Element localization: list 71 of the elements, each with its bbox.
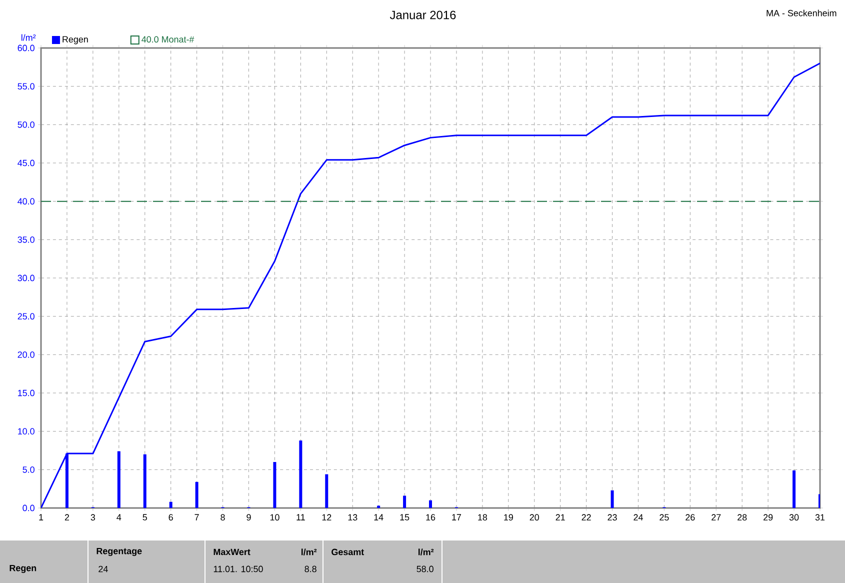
bar [143, 454, 146, 508]
bar [403, 496, 406, 508]
x-tick-label: 24 [634, 514, 643, 520]
text: 58.0 [416, 566, 434, 572]
bar [273, 462, 276, 508]
bar [195, 482, 198, 508]
bar [325, 474, 328, 508]
bar [117, 451, 120, 508]
y-tick-label: 25.0 [18, 313, 34, 320]
x-tick-label: 13 [348, 514, 358, 521]
x-tick-label: 5 [142, 514, 147, 520]
chart-title: Januar 2016 [390, 10, 456, 20]
x-tick-label: 16 [426, 514, 436, 521]
x-tick-label: 9 [246, 514, 251, 521]
x-tick-label: 2 [64, 514, 70, 520]
text: 24 [98, 566, 108, 572]
x-tick-label: 28 [738, 514, 747, 521]
text: MaxWert [214, 548, 250, 556]
y-tick-label: 30.0 [18, 274, 34, 282]
y-tick-label: 40.0 [18, 198, 34, 204]
legend-label: Regen [62, 36, 88, 44]
x-tick-label: 20 [530, 514, 540, 521]
x-tick-label: 31 [815, 514, 825, 521]
text: l/m² [301, 548, 317, 556]
bar [299, 440, 302, 508]
x-tick-label: 7 [194, 514, 199, 520]
x-tick-label: 30 [789, 514, 799, 521]
x-tick-label: 21 [556, 514, 565, 520]
bar [429, 500, 432, 508]
x-tick-label: 23 [608, 514, 617, 521]
x-tick-label: 14 [374, 514, 384, 520]
y-tick-label: 15.0 [18, 390, 34, 396]
text: MA - Seckenheim [766, 10, 836, 16]
y-axis-title: l/m² [21, 34, 36, 41]
x-tick-label: 15 [400, 514, 410, 520]
x-tick-label: 8 [220, 514, 225, 521]
x-tick-label: 1 [39, 514, 44, 520]
text: 8.8 [304, 566, 316, 572]
x-tick-label: 3 [90, 514, 96, 521]
text: Regen [10, 564, 36, 574]
y-tick-label: 10.0 [18, 428, 34, 434]
text: 11.01. 10:50 [214, 566, 263, 572]
text: Regentage [96, 548, 142, 556]
bar [610, 490, 614, 508]
text: l/m² [418, 548, 434, 556]
y-tick-label: 35.0 [18, 236, 34, 243]
y-tick-label: 50.0 [18, 121, 34, 128]
x-tick-label: 29 [764, 514, 773, 521]
y-tick-label: 45.0 [18, 160, 34, 166]
y-tick-label: 20.0 [18, 351, 34, 358]
x-tick-label: 11 [296, 514, 305, 520]
text: Gesamt [332, 548, 364, 556]
y-tick-label: 0.0 [22, 504, 34, 512]
bar [169, 502, 172, 508]
x-tick-label: 17 [452, 514, 462, 520]
x-tick-label: 4 [116, 514, 122, 520]
x-tick-label: 10 [270, 514, 280, 521]
x-tick-label: 19 [504, 514, 513, 521]
y-tick-label: 60.0 [18, 44, 34, 52]
x-tick-label: 25 [660, 514, 669, 521]
y-tick-label: 55.0 [18, 83, 34, 90]
bar [818, 494, 820, 508]
x-tick-label: 22 [582, 514, 591, 520]
x-tick-label: 6 [168, 514, 173, 521]
x-tick-label: 27 [712, 514, 721, 520]
y-tick-label: 5.0 [22, 466, 34, 473]
legend-label: 40.0 Monat-# [142, 36, 194, 43]
x-tick-label: 12 [322, 514, 332, 520]
x-tick-label: 18 [478, 514, 488, 521]
bar [792, 470, 796, 508]
x-tick-label: 26 [686, 514, 695, 521]
